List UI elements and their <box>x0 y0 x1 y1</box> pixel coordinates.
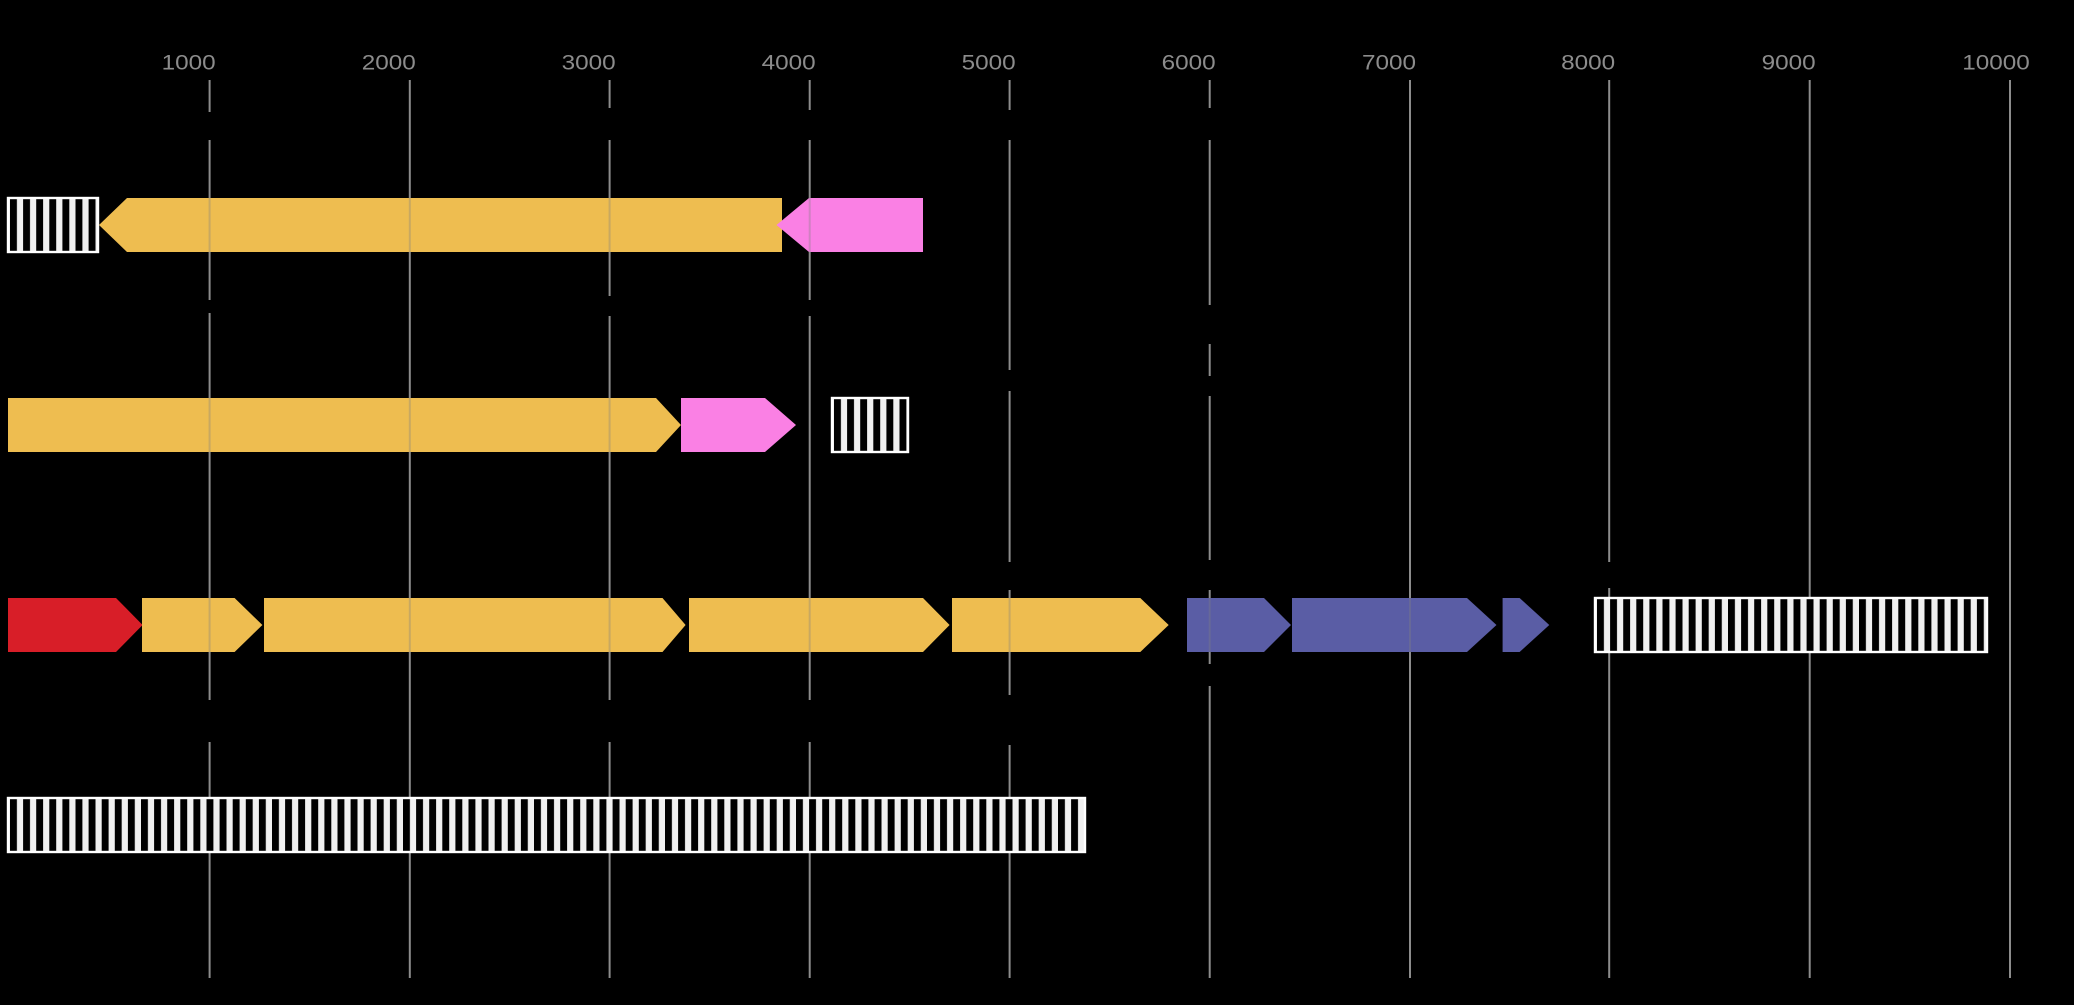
svg-text:3000: 3000 <box>562 50 616 75</box>
svg-text:9000: 9000 <box>1762 50 1816 75</box>
svg-text:5000: 5000 <box>962 50 1016 75</box>
svg-text:2000: 2000 <box>362 50 416 75</box>
svg-text:8000: 8000 <box>1561 50 1615 75</box>
svg-text:10000: 10000 <box>1962 50 2030 75</box>
svg-text:7000: 7000 <box>1362 50 1416 75</box>
svg-text:6000: 6000 <box>1162 50 1216 75</box>
svg-text:4000: 4000 <box>762 50 816 75</box>
svg-text:1000: 1000 <box>162 50 216 75</box>
